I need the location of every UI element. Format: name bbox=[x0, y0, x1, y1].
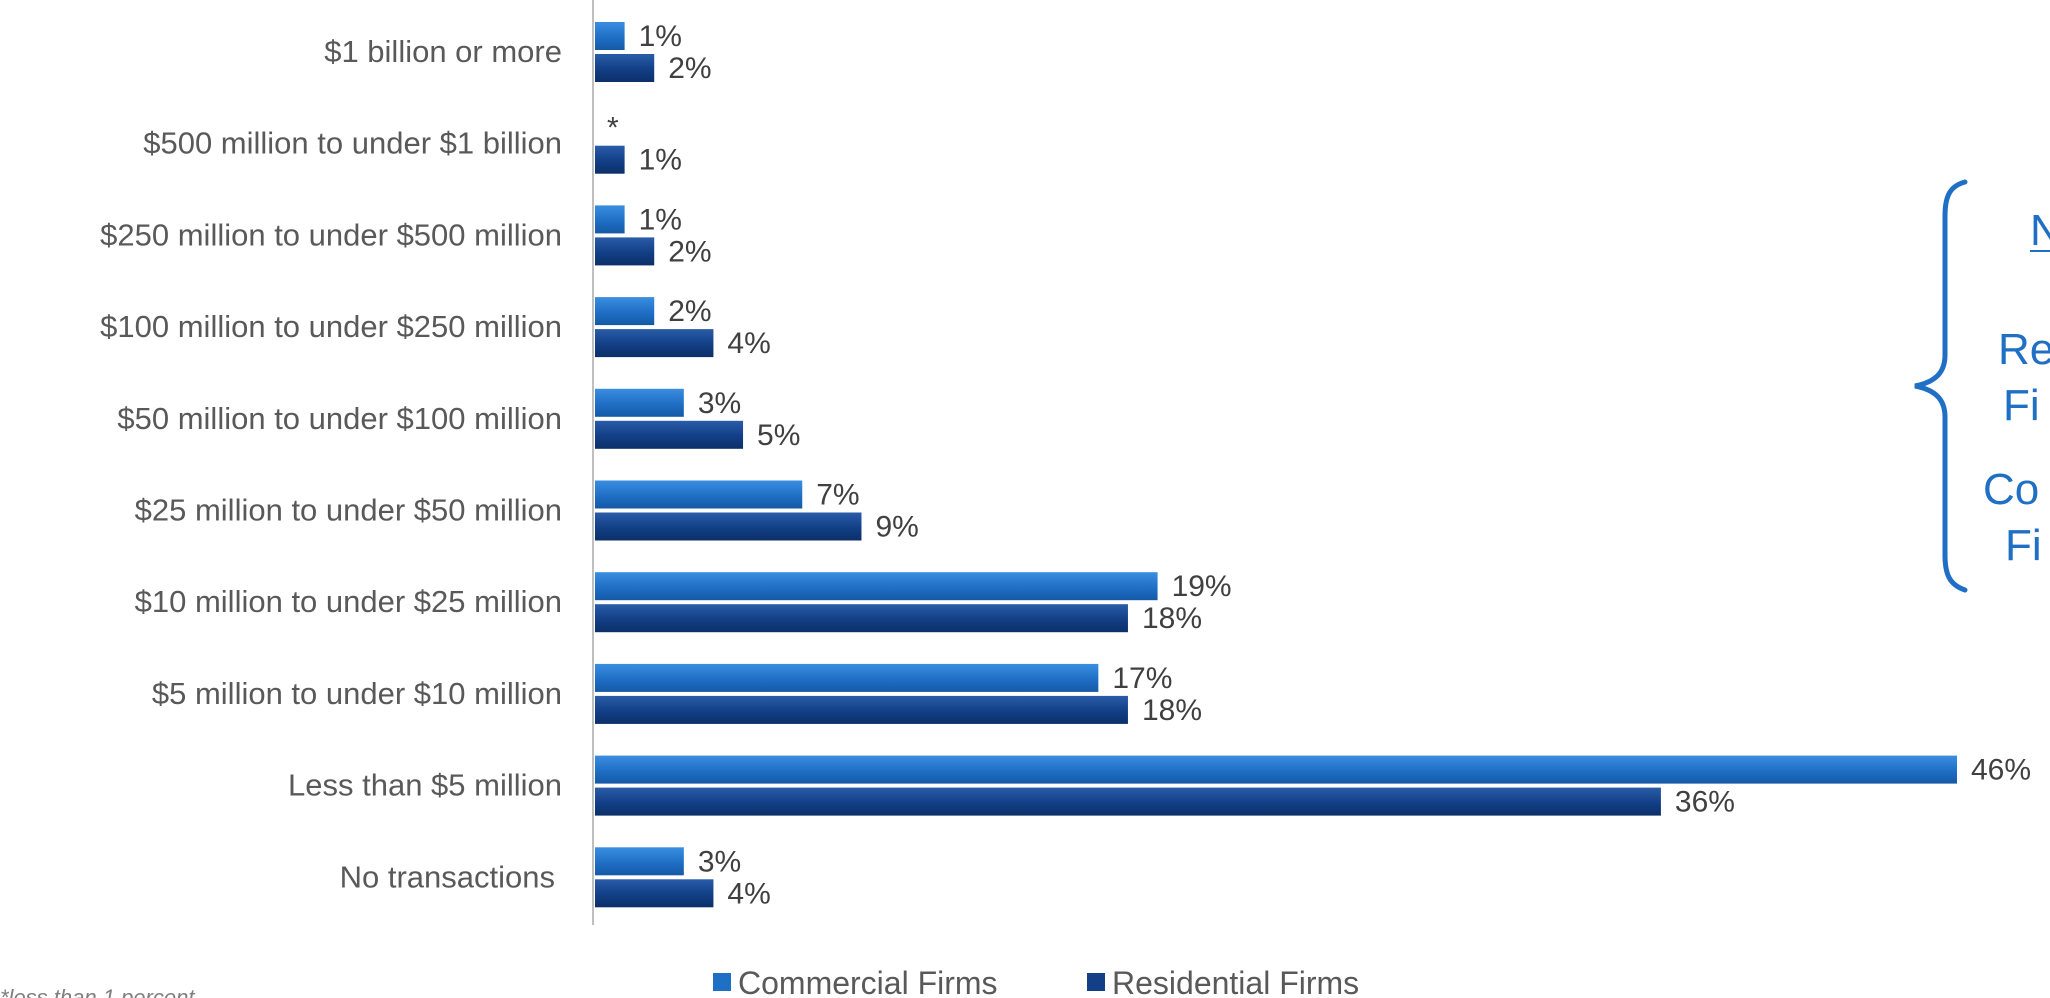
value-label-commercial: 3% bbox=[698, 845, 741, 878]
bar-commercial bbox=[595, 663, 1099, 692]
bar-residential bbox=[595, 329, 714, 358]
bar-commercial bbox=[595, 388, 684, 417]
bar-commercial bbox=[595, 297, 655, 326]
legend-label-residential: Residential Firms bbox=[1112, 965, 1359, 998]
value-label-residential: 18% bbox=[1142, 694, 1202, 727]
side-text-line-5: Fi bbox=[2005, 521, 2042, 570]
bar-commercial bbox=[595, 22, 625, 50]
value-label-residential: 18% bbox=[1142, 602, 1202, 635]
value-label-residential: 4% bbox=[727, 327, 770, 360]
category-label: $500 million to under $1 billion bbox=[143, 126, 562, 161]
side-text-line-2: Re bbox=[1998, 325, 2050, 374]
legend-swatch-commercial bbox=[713, 973, 731, 991]
bar-residential bbox=[595, 512, 862, 541]
value-label-residential: 36% bbox=[1675, 786, 1735, 819]
value-label-residential: 4% bbox=[727, 877, 770, 910]
bar-residential bbox=[595, 420, 744, 449]
value-label-commercial: * bbox=[607, 112, 619, 145]
bar-residential bbox=[595, 695, 1128, 724]
bar-commercial bbox=[595, 572, 1158, 601]
category-label: $1 billion or more bbox=[324, 34, 562, 69]
bar-commercial bbox=[595, 480, 803, 509]
value-label-commercial: 46% bbox=[1971, 754, 2031, 787]
category-label: $250 million to under $500 million bbox=[100, 217, 562, 252]
bar-residential bbox=[595, 787, 1661, 816]
value-labels: 1%2%*1%1%2%2%4%3%5%7%9%19%18%17%18%46%36… bbox=[607, 20, 2031, 910]
curly-brace bbox=[1914, 179, 1968, 593]
side-text-line-4: Co bbox=[1983, 465, 2039, 514]
category-label: $100 million to under $250 million bbox=[100, 309, 562, 344]
side-annotation: N Re Fi Co Fi bbox=[1914, 179, 2050, 593]
category-label: Less than $5 million bbox=[288, 768, 562, 803]
value-label-commercial: 7% bbox=[816, 479, 859, 512]
bar-commercial bbox=[595, 755, 1957, 784]
value-label-commercial: 2% bbox=[668, 295, 711, 328]
bar-residential bbox=[595, 145, 625, 174]
value-label-commercial: 17% bbox=[1112, 662, 1172, 695]
category-label: $5 million to under $10 million bbox=[152, 676, 562, 711]
value-label-commercial: 19% bbox=[1172, 570, 1232, 603]
category-label: $25 million to under $50 million bbox=[135, 493, 562, 528]
bar-residential bbox=[595, 54, 655, 82]
bar-commercial bbox=[595, 847, 684, 876]
value-label-residential: 2% bbox=[668, 235, 711, 268]
side-text-line-1: N bbox=[2030, 206, 2050, 255]
legend-label-commercial: Commercial Firms bbox=[738, 965, 998, 998]
value-label-residential: 9% bbox=[875, 511, 918, 544]
category-label: $10 million to under $25 million bbox=[135, 584, 562, 619]
footnote: *less than 1 percent bbox=[0, 985, 195, 998]
value-label-residential: 5% bbox=[757, 419, 800, 452]
bars bbox=[595, 22, 1957, 908]
legend-swatch-residential bbox=[1087, 973, 1105, 991]
value-label-commercial: 3% bbox=[698, 387, 741, 420]
bar-residential bbox=[595, 879, 714, 908]
bar-commercial bbox=[595, 205, 625, 234]
value-label-residential: 1% bbox=[639, 144, 682, 177]
side-text-line-3: Fi bbox=[2003, 381, 2040, 430]
category-labels: $1 billion or more $500 million to under … bbox=[100, 34, 562, 894]
value-label-commercial: 1% bbox=[639, 20, 682, 53]
category-label: No transactions bbox=[340, 859, 555, 894]
bar-residential bbox=[595, 237, 655, 266]
value-label-residential: 2% bbox=[668, 52, 711, 85]
legend: Commercial Firms Residential Firms bbox=[713, 965, 1359, 998]
value-label-commercial: 1% bbox=[639, 203, 682, 236]
category-label: $50 million to under $100 million bbox=[117, 401, 562, 436]
bar-residential bbox=[595, 604, 1128, 633]
